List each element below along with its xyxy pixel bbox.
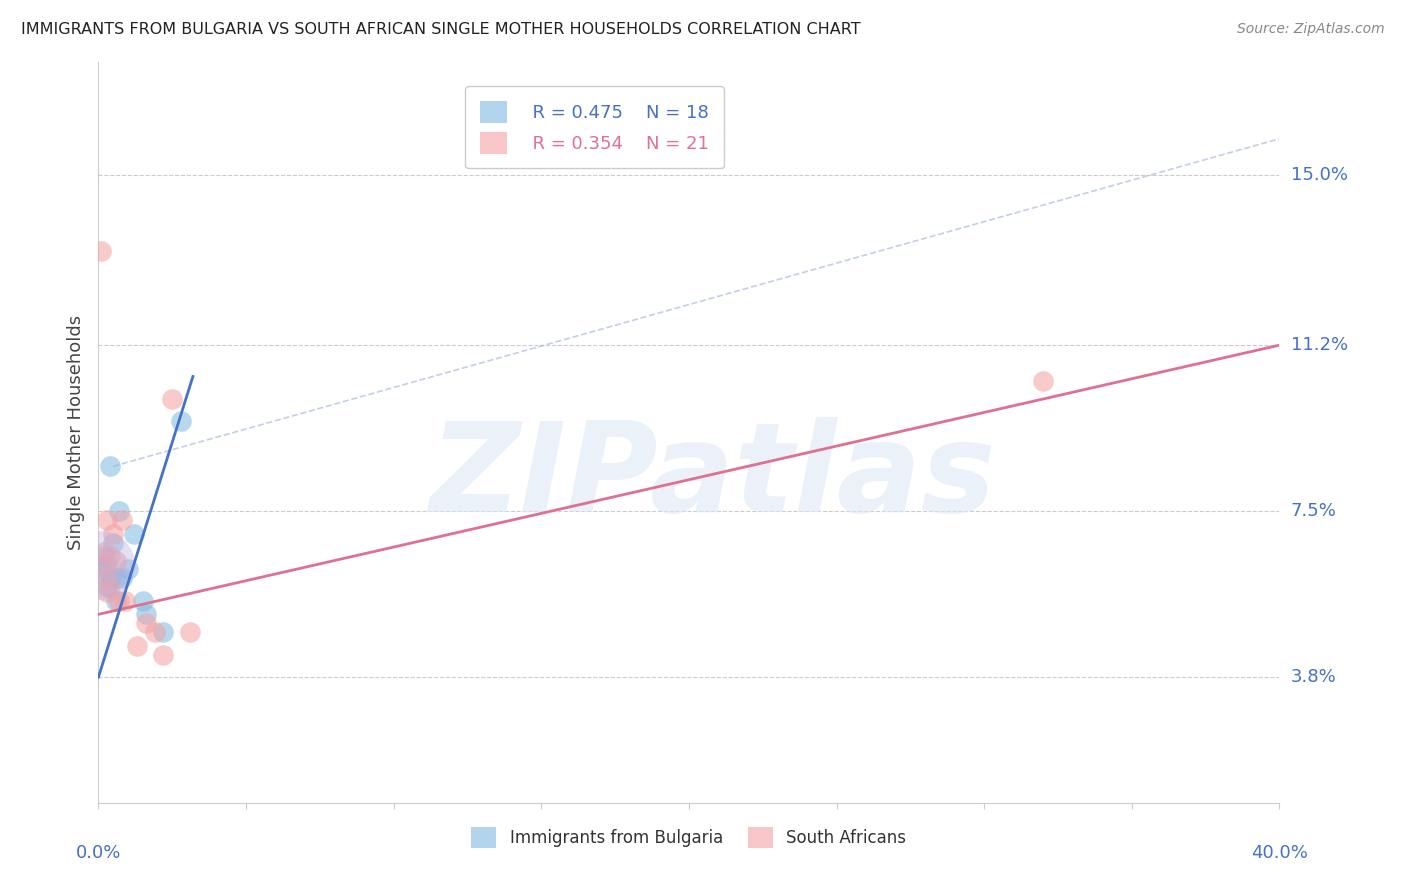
- Point: [179, 625, 201, 640]
- Point: [90, 562, 112, 576]
- Point: [89, 558, 111, 572]
- Text: 40.0%: 40.0%: [1251, 845, 1308, 863]
- Point: [105, 594, 128, 608]
- Point: [143, 625, 166, 640]
- Text: 7.5%: 7.5%: [1291, 502, 1337, 520]
- Text: 3.8%: 3.8%: [1291, 668, 1336, 686]
- Point: [152, 648, 174, 662]
- Text: 0.0%: 0.0%: [76, 845, 121, 863]
- Point: [162, 392, 183, 406]
- Point: [98, 571, 121, 585]
- Point: [96, 585, 118, 599]
- Point: [1032, 374, 1054, 388]
- Point: [135, 616, 157, 631]
- Legend: Immigrants from Bulgaria, South Africans: Immigrants from Bulgaria, South Africans: [458, 814, 920, 861]
- Point: [108, 594, 131, 608]
- Point: [93, 549, 115, 563]
- Point: [93, 544, 115, 558]
- Point: [96, 571, 118, 585]
- Point: [98, 549, 121, 563]
- Point: [105, 571, 128, 585]
- Text: IMMIGRANTS FROM BULGARIA VS SOUTH AFRICAN SINGLE MOTHER HOUSEHOLDS CORRELATION C: IMMIGRANTS FROM BULGARIA VS SOUTH AFRICA…: [21, 22, 860, 37]
- Text: 15.0%: 15.0%: [1291, 166, 1347, 184]
- Text: ZIPatlas: ZIPatlas: [429, 417, 995, 538]
- Text: 11.2%: 11.2%: [1291, 336, 1348, 354]
- Point: [98, 459, 121, 474]
- Point: [105, 553, 128, 567]
- Point: [103, 526, 125, 541]
- Point: [96, 581, 118, 595]
- Point: [96, 513, 118, 527]
- Point: [125, 639, 148, 653]
- Point: [117, 562, 139, 576]
- Point: [135, 607, 157, 622]
- Point: [90, 244, 112, 258]
- Y-axis label: Single Mother Households: Single Mother Households: [66, 315, 84, 550]
- Text: Source: ZipAtlas.com: Source: ZipAtlas.com: [1237, 22, 1385, 37]
- Point: [96, 558, 118, 572]
- Point: [152, 625, 174, 640]
- Point: [170, 414, 193, 428]
- Point: [114, 594, 136, 608]
- Point: [103, 535, 125, 549]
- Point: [108, 504, 131, 518]
- Point: [122, 526, 145, 541]
- Point: [111, 571, 134, 585]
- Point: [132, 594, 155, 608]
- Point: [98, 581, 121, 595]
- Point: [111, 513, 134, 527]
- Point: [93, 558, 115, 572]
